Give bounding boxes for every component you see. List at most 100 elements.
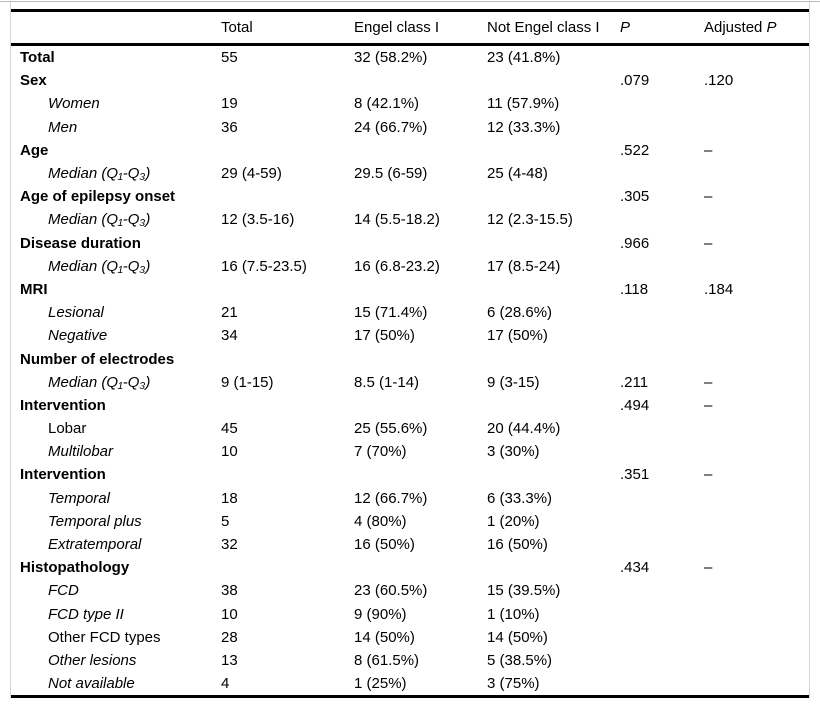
row-label: Lesional xyxy=(48,304,104,322)
page-top-edge xyxy=(0,1,820,2)
table-row: Temporal 18 12 (66.7%) 6 (33.3%) xyxy=(11,487,809,510)
cell-engel-class-i: 8 (61.5%) xyxy=(354,651,420,669)
row-label: Lobar xyxy=(48,420,87,438)
cell-total: 16 (7.5-23.5) xyxy=(221,257,307,275)
row-label: Negative xyxy=(48,327,108,345)
cell-p: .079 xyxy=(620,72,650,90)
table-body: Total 55 32 (58.2%) 23 (41.8%) Sex .079 .120 Wo… xyxy=(11,46,809,695)
cell-not-engel-class-i: 12 (33.3%) xyxy=(487,118,561,136)
row-label: Median (Q₁-Q₃) xyxy=(48,211,151,229)
cell-total: 32 xyxy=(221,536,238,554)
row-label: Other lesions xyxy=(48,651,137,669)
row-label: Multilobar xyxy=(48,443,114,461)
cell-p: .434 xyxy=(620,559,650,577)
cell-not-engel-class-i: 25 (4-48) xyxy=(487,165,548,183)
cell-total: 13 xyxy=(221,651,238,669)
p-header-label: P xyxy=(620,19,631,36)
cell-engel-class-i: 29.5 (6-59) xyxy=(354,165,428,183)
row-label: Intervention xyxy=(20,466,106,484)
cell-engel-class-i: 24 (66.7%) xyxy=(354,118,428,136)
cell-total: 9 (1-15) xyxy=(221,373,274,391)
row-label: MRI xyxy=(20,280,48,298)
cell-not-engel-class-i: 11 (57.9%) xyxy=(487,95,560,113)
cell-engel-class-i: 4 (80%) xyxy=(354,512,407,530)
table-row: FCD 38 23 (60.5%) 15 (39.5%) xyxy=(11,579,809,602)
cell-p: .522 xyxy=(620,141,650,159)
cell-not-engel-class-i: 1 (20%) xyxy=(487,512,540,530)
table-row: Histopathology .434 – xyxy=(11,556,809,579)
cell-adjusted-p: .184 xyxy=(704,280,734,298)
table-row: Total 55 32 (58.2%) 23 (41.8%) xyxy=(11,46,809,69)
cell-engel-class-i: 16 (50%) xyxy=(354,536,415,554)
cell-adjusted-p: .120 xyxy=(704,72,734,90)
cell-engel-class-i: 17 (50%) xyxy=(354,327,415,345)
cell-not-engel-class-i: 17 (50%) xyxy=(487,327,548,345)
cell-total: 19 xyxy=(221,95,238,113)
cell-total: 55 xyxy=(221,49,238,67)
cell-p: .494 xyxy=(620,396,650,414)
table-row: Age of epilepsy onset .305 – xyxy=(11,185,809,208)
col-header-adjusted-p: Adjusted P xyxy=(704,19,809,36)
table-row: FCD type II 10 9 (90%) 1 (10%) xyxy=(11,603,809,626)
row-label: Median (Q₁-Q₃) xyxy=(48,257,151,275)
table-row: Women 19 8 (42.1%) 11 (57.9%) xyxy=(11,92,809,115)
cell-total: 10 xyxy=(221,443,238,461)
cell-not-engel-class-i: 14 (50%) xyxy=(487,628,548,646)
table-row: Number of electrodes xyxy=(11,347,809,370)
cell-engel-class-i: 8 (42.1%) xyxy=(354,95,420,113)
cell-not-engel-class-i: 20 (44.4%) xyxy=(487,420,561,438)
table-row: Median (Q₁-Q₃) 12 (3.5-16) 14 (5.5-18.2) 12… xyxy=(11,208,809,231)
cell-total: 5 xyxy=(221,512,230,530)
cell-not-engel-class-i: 6 (33.3%) xyxy=(487,489,553,507)
cell-adjusted-p: – xyxy=(704,234,713,252)
row-label: Median (Q₁-Q₃) xyxy=(48,165,151,183)
table-row: Other FCD types 28 14 (50%) 14 (50%) xyxy=(11,626,809,649)
cell-p: .966 xyxy=(620,234,650,252)
cell-not-engel-class-i: 6 (28.6%) xyxy=(487,304,553,322)
cell-adjusted-p: – xyxy=(704,396,713,414)
row-label: Age xyxy=(20,141,49,159)
table-row: Median (Q₁-Q₃) 29 (4-59) 29.5 (6-59) 25 (4-… xyxy=(11,162,809,185)
table-row: Intervention .351 – xyxy=(11,463,809,486)
cell-not-engel-class-i: 15 (39.5%) xyxy=(487,582,561,600)
col-header-total: Total xyxy=(221,19,253,36)
row-label: FCD type II xyxy=(48,605,124,623)
cell-engel-class-i: 32 (58.2%) xyxy=(354,49,428,67)
cell-total: 29 (4-59) xyxy=(221,165,282,183)
cell-p: .211 xyxy=(620,373,649,391)
cell-engel-class-i: 23 (60.5%) xyxy=(354,582,428,600)
header-row: Total Engel class I Not Engel class I P … xyxy=(11,12,809,43)
cell-p: .351 xyxy=(620,466,650,484)
table-row: MRI .118 .184 xyxy=(11,278,809,301)
cell-engel-class-i: 15 (71.4%) xyxy=(354,304,428,322)
cell-adjusted-p: – xyxy=(704,373,713,391)
table-row: Lobar 45 25 (55.6%) 20 (44.4%) xyxy=(11,417,809,440)
cell-not-engel-class-i: 3 (75%) xyxy=(487,675,540,693)
cell-engel-class-i: 1 (25%) xyxy=(354,675,407,693)
table-row: Intervention .494 – xyxy=(11,394,809,417)
table-top-rule xyxy=(11,9,809,12)
row-label: Total xyxy=(20,49,55,67)
cell-engel-class-i: 25 (55.6%) xyxy=(354,420,428,438)
adjusted-p-header-label: P xyxy=(766,19,777,36)
table-row: Median (Q₁-Q₃) 9 (1-15) 8.5 (1-14) 9 (3-15)… xyxy=(11,371,809,394)
cell-total: 34 xyxy=(221,327,238,345)
cell-engel-class-i: 12 (66.7%) xyxy=(354,489,428,507)
cell-adjusted-p: – xyxy=(704,141,713,159)
row-label: Sex xyxy=(20,72,47,90)
cell-engel-class-i: 16 (6.8-23.2) xyxy=(354,257,440,275)
row-label: Number of electrodes xyxy=(20,350,175,368)
row-label: Age of epilepsy onset xyxy=(20,188,176,206)
row-label: FCD xyxy=(48,582,79,600)
table-row: Men 36 24 (66.7%) 12 (33.3%) xyxy=(11,116,809,139)
cell-engel-class-i: 14 (5.5-18.2) xyxy=(354,211,440,229)
table-row: Negative 34 17 (50%) 17 (50%) xyxy=(11,324,809,347)
cell-not-engel-class-i: 12 (2.3-15.5) xyxy=(487,211,573,229)
cell-engel-class-i: 9 (90%) xyxy=(354,605,407,623)
row-label: Men xyxy=(48,118,78,136)
row-label: Temporal plus xyxy=(48,512,142,530)
table-row: Lesional 21 15 (71.4%) 6 (28.6%) xyxy=(11,301,809,324)
table-row: Other lesions 13 8 (61.5%) 5 (38.5%) xyxy=(11,649,809,672)
cell-total: 45 xyxy=(221,420,238,438)
table-row: Sex .079 .120 xyxy=(11,69,809,92)
